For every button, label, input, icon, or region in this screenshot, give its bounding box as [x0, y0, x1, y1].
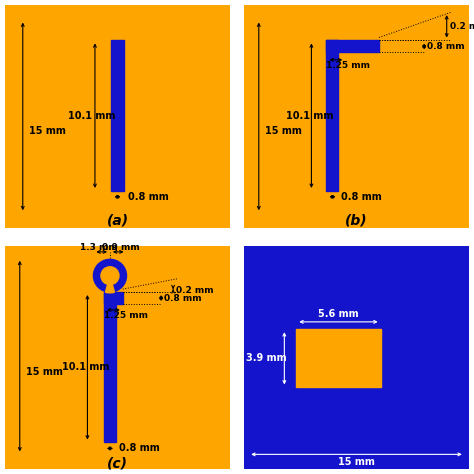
Text: 0.9 mm: 0.9 mm: [102, 243, 140, 252]
Text: 10.1 mm: 10.1 mm: [286, 110, 333, 121]
Wedge shape: [106, 276, 114, 293]
Text: 15 mm: 15 mm: [29, 126, 66, 137]
Text: 0.8 mm: 0.8 mm: [164, 293, 202, 302]
Circle shape: [101, 267, 119, 285]
Bar: [296, 329, 381, 387]
Text: 0.8 mm: 0.8 mm: [119, 443, 160, 454]
Text: 0.8 mm: 0.8 mm: [427, 42, 465, 51]
Text: (a): (a): [107, 214, 128, 228]
Text: 15 mm: 15 mm: [265, 126, 301, 137]
Text: 0.8 mm: 0.8 mm: [128, 192, 169, 202]
Text: 1.25 mm: 1.25 mm: [327, 61, 371, 70]
Text: 10.1 mm: 10.1 mm: [62, 362, 109, 372]
Text: 0.2 mm: 0.2 mm: [176, 286, 214, 295]
Text: 3.9 mm: 3.9 mm: [246, 353, 287, 364]
Text: 0.2 mm: 0.2 mm: [450, 22, 474, 31]
Bar: [327, 40, 379, 53]
Bar: [327, 40, 338, 191]
Text: 15 mm: 15 mm: [338, 457, 375, 467]
Text: (c): (c): [107, 456, 128, 470]
Text: 0.8 mm: 0.8 mm: [341, 192, 382, 202]
Text: 5.6 mm: 5.6 mm: [318, 310, 359, 319]
Text: 15 mm: 15 mm: [26, 367, 63, 377]
Bar: [104, 292, 116, 442]
Bar: [104, 292, 123, 304]
Bar: [111, 40, 124, 191]
Text: 1.3 mm: 1.3 mm: [80, 243, 118, 252]
Circle shape: [93, 259, 127, 292]
Text: 1.25 mm: 1.25 mm: [104, 311, 148, 320]
Text: 10.1 mm: 10.1 mm: [68, 110, 115, 121]
Text: (b): (b): [345, 214, 368, 228]
